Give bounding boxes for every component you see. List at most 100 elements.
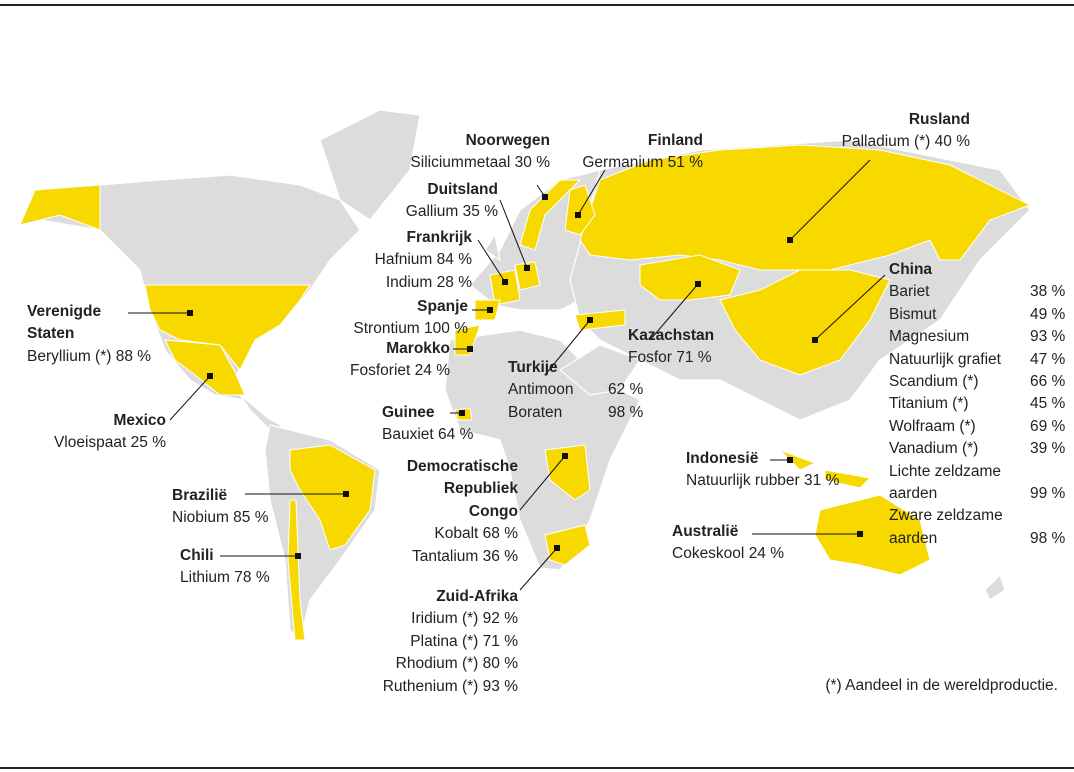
material: Boraten — [508, 403, 563, 421]
material-row: Platina (*) 71 % — [383, 631, 518, 653]
share: 80 % — [482, 655, 518, 673]
share: 88 % — [115, 347, 152, 365]
share: 40 % — [934, 133, 970, 151]
share: 47 % — [1030, 350, 1066, 368]
material: Kobalt — [434, 525, 479, 543]
country-name: Marokko — [386, 340, 450, 357]
material: Hafnium — [374, 251, 433, 269]
material: Zware zeldzame aarden — [889, 507, 1003, 547]
country-name: Zuid-Afrika — [436, 588, 518, 605]
material: Titanium (*) — [889, 395, 969, 413]
material: Magnesium — [889, 328, 970, 346]
share: 64 % — [438, 426, 474, 444]
material-row: Palladium (*) 40 % — [842, 131, 970, 153]
country-name: Frankrijk — [406, 229, 472, 246]
material: Bariet — [889, 283, 930, 301]
country-name: Australië — [672, 523, 739, 540]
material: Cokeskool — [672, 545, 745, 563]
material-row: Niobium 85 % — [172, 507, 269, 529]
country-label: Democratische Republiek Congo Kobalt 68 %… — [407, 456, 518, 568]
material-row: Tantalium 36 % — [407, 546, 518, 568]
share: 85 % — [233, 509, 269, 527]
material-list: Vloeispaat 25 % — [54, 432, 166, 454]
material-row: Fosfor 71 % — [628, 347, 714, 369]
country-name: Indonesië — [686, 450, 759, 467]
material: Niobium — [172, 509, 229, 527]
material-row: Cokeskool 24 % — [672, 543, 784, 565]
material: Vanadium (*) — [889, 440, 979, 458]
country-label: Finland Germanium 51 % — [582, 130, 703, 175]
material-row: Indium 28 % — [375, 272, 472, 294]
share: 49 % — [1030, 305, 1066, 323]
country-label: Mexico Vloeispaat 25 % — [54, 410, 166, 455]
material: Siliciummetaal — [410, 154, 511, 172]
markers — [187, 194, 863, 559]
material-list: Iridium (*) 92 % Platina (*) 71 % Rhodium … — [383, 608, 518, 698]
material-list: Gallium 35 % — [406, 201, 498, 223]
material: Vloeispaat — [53, 434, 127, 452]
share: 84 % — [436, 251, 472, 269]
material-list: Lithium 78 % — [180, 567, 270, 589]
material-row: Rhodium (*) 80 % — [383, 653, 518, 675]
country-label: Marokko Fosforiet 24 % — [350, 338, 450, 383]
share: 28 % — [436, 273, 472, 291]
country-label: Chili Lithium 78 % — [180, 545, 270, 590]
country-name: Finland — [647, 132, 703, 149]
material-row: Ruthenium (*) 93 % — [383, 676, 518, 698]
share: 30 % — [514, 154, 550, 172]
material: Lithium — [180, 569, 230, 587]
country-name: Democratische Republiek Congo — [406, 458, 518, 520]
country-label: Spanje Strontium 100 % — [353, 296, 468, 341]
material-list: Bauxiet 64 % — [382, 424, 473, 446]
share: 68 % — [482, 525, 518, 543]
material: Antimoon — [508, 381, 574, 399]
material-row: Bauxiet 64 % — [382, 424, 473, 446]
material: Strontium — [353, 320, 420, 338]
material-list: Kobalt 68 % Tantalium 36 % — [407, 523, 518, 568]
share: 99 % — [1030, 485, 1066, 503]
material-list: Niobium 85 % — [172, 507, 269, 529]
country-name: Brazilië — [172, 487, 228, 504]
country-label: Zuid-Afrika Iridium (*) 92 % Platina (*) 7… — [383, 586, 518, 698]
material: Platina (*) — [410, 632, 479, 650]
country-label: Rusland Palladium (*) 40 % — [842, 109, 970, 154]
country-label: Brazilië Niobium 85 % — [172, 485, 269, 530]
share: 39 % — [1030, 440, 1066, 458]
country-name: Kazachstan — [628, 327, 715, 344]
country-label: Duitsland Gallium 35 % — [406, 179, 498, 224]
share: 92 % — [482, 610, 518, 628]
share: 98 % — [608, 403, 644, 421]
material-row: Natuurlijk rubber 31 % — [686, 470, 839, 492]
leader-lines — [128, 159, 886, 591]
share: 45 % — [1030, 395, 1066, 413]
country-label: Australië Cokeskool 24 % — [672, 521, 784, 566]
material: Germanium — [582, 154, 664, 172]
material-row: Fosforiet 24 % — [350, 360, 450, 382]
material-list: Fosforiet 24 % — [350, 360, 450, 382]
share: 51 % — [667, 154, 703, 172]
share: 69 % — [1030, 417, 1066, 435]
share: 66 % — [1030, 373, 1066, 391]
material-list: Beryllium (*) 88 % — [27, 346, 151, 368]
material-row: Kobalt 68 % — [407, 523, 518, 545]
country-label: Noorwegen Siliciummetaal 30 % — [410, 130, 550, 175]
material: Gallium — [405, 203, 459, 221]
country-label: Indonesië Natuurlijk rubber 31 % — [686, 448, 839, 493]
material: Tantalium — [412, 547, 479, 565]
material: Fosfor — [628, 349, 672, 367]
share: 71 % — [482, 632, 518, 650]
country-name: Mexico — [113, 412, 166, 429]
material: Ruthenium (*) — [382, 677, 479, 695]
country-name: Duitsland — [427, 181, 498, 198]
country-label: Verenigde Staten Beryllium (*) 88 % — [27, 301, 151, 368]
share: 62 % — [608, 381, 644, 399]
material-list: Siliciummetaal 30 % — [410, 152, 550, 174]
country-name: Verenigde Staten — [27, 303, 102, 343]
footnote: (*) Aandeel in de wereldproductie. — [825, 677, 1058, 694]
share: 38 % — [1030, 283, 1066, 301]
material-list: Cokeskool 24 % — [672, 543, 784, 565]
material-row: Gallium 35 % — [406, 201, 498, 223]
share: 71 % — [676, 349, 712, 367]
material-row: Beryllium (*) 88 % — [27, 346, 151, 368]
